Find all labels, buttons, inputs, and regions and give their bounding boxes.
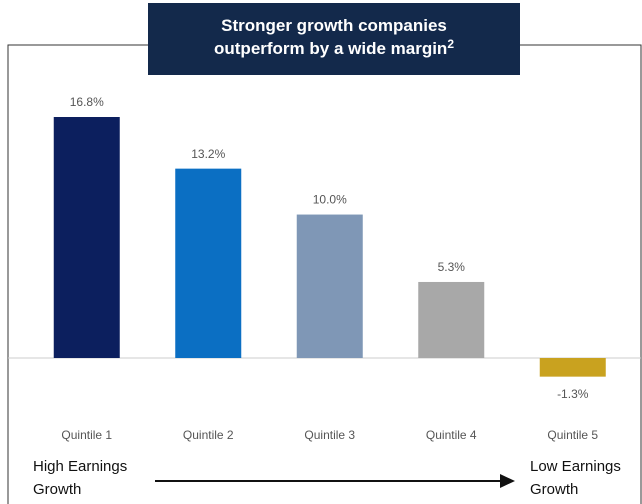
frame bbox=[7, 44, 642, 504]
bar bbox=[53, 117, 120, 358]
value-label: 16.8% bbox=[70, 95, 104, 109]
annotation: Low Earnings Growth bbox=[530, 458, 621, 498]
bar bbox=[539, 358, 606, 377]
x-tick-label: Quintile 2 bbox=[183, 428, 234, 442]
annotation-line: Growth bbox=[530, 481, 578, 498]
annotation-line: High Earnings bbox=[33, 458, 127, 475]
annotation: High Earnings Growth bbox=[33, 458, 127, 498]
value-label: -1.3% bbox=[557, 387, 589, 401]
annotation-line: Growth bbox=[33, 481, 81, 498]
arrow-head bbox=[500, 474, 515, 488]
title-box bbox=[148, 3, 520, 75]
x-tick-label: Quintile 3 bbox=[304, 428, 355, 442]
title-part: outperform by a wide margin bbox=[214, 39, 447, 58]
bar bbox=[175, 168, 242, 358]
x-tick-label: Quintile 5 bbox=[547, 428, 598, 442]
x-tick-label: Quintile 1 bbox=[61, 428, 112, 442]
bar bbox=[418, 281, 485, 358]
bar bbox=[296, 214, 363, 358]
value-label: 13.2% bbox=[191, 147, 225, 161]
chart-title: Stronger growth companies outperform by a… bbox=[214, 16, 454, 58]
annotation-line: Low Earnings bbox=[530, 458, 621, 475]
value-label: 10.0% bbox=[313, 193, 347, 207]
title-part: 2 bbox=[447, 37, 454, 51]
x-tick-label: Quintile 4 bbox=[426, 428, 477, 442]
value-label: 5.3% bbox=[438, 260, 466, 274]
title-part: Stronger growth companies bbox=[221, 16, 447, 35]
